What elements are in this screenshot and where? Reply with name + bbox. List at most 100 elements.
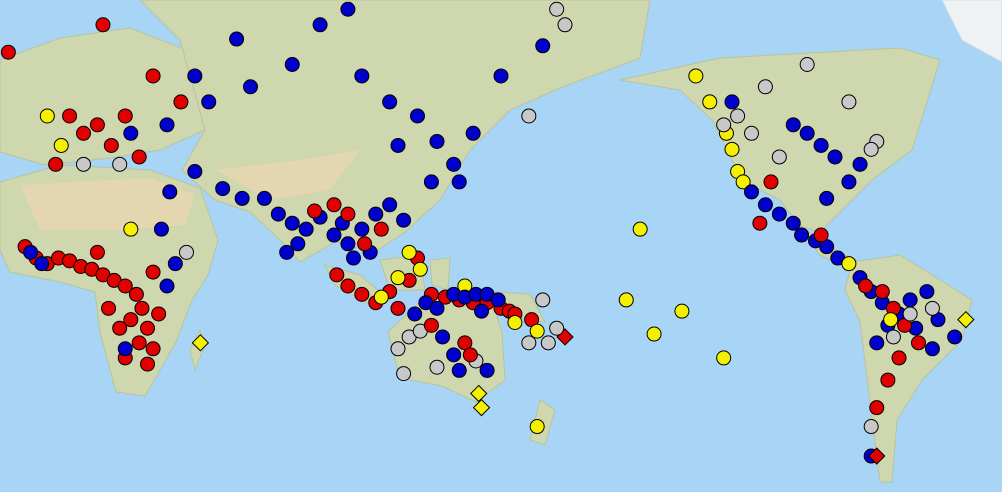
circle-marker[interactable] — [535, 292, 551, 308]
circle-marker[interactable] — [646, 326, 662, 342]
circle-marker[interactable] — [131, 335, 147, 351]
circle-marker[interactable] — [549, 1, 565, 17]
circle-marker[interactable] — [858, 278, 874, 294]
circle-marker[interactable] — [880, 372, 896, 388]
circle-marker[interactable] — [771, 206, 787, 222]
circle-marker[interactable] — [76, 156, 91, 172]
circle-marker[interactable] — [134, 300, 150, 316]
circle-marker[interactable] — [153, 221, 169, 237]
circle-marker[interactable] — [340, 1, 356, 17]
circle-marker[interactable] — [354, 286, 370, 302]
circle-marker[interactable] — [794, 227, 810, 243]
circle-marker[interactable] — [618, 292, 634, 308]
circle-marker[interactable] — [326, 227, 342, 243]
circle-marker[interactable] — [763, 174, 779, 190]
circle-marker[interactable] — [390, 137, 406, 153]
circle-marker[interactable] — [702, 94, 718, 110]
diamond-marker[interactable] — [472, 398, 491, 417]
circle-marker[interactable] — [410, 108, 425, 124]
circle-marker[interactable] — [947, 329, 963, 345]
circle-marker[interactable] — [145, 264, 161, 280]
circle-marker[interactable] — [173, 94, 189, 110]
circle-marker[interactable] — [479, 362, 495, 378]
circle-marker[interactable] — [151, 306, 167, 322]
circle-marker[interactable] — [752, 215, 768, 231]
circle-marker[interactable] — [874, 284, 890, 300]
circle-marker[interactable] — [178, 244, 194, 260]
circle-marker[interactable] — [507, 314, 523, 330]
circle-marker[interactable] — [493, 68, 509, 84]
circle-marker[interactable] — [340, 206, 356, 222]
circle-marker[interactable] — [869, 335, 885, 351]
circle-marker[interactable] — [529, 323, 545, 339]
circle-marker[interactable] — [23, 244, 39, 260]
circle-marker[interactable] — [312, 17, 328, 33]
circle-marker[interactable] — [345, 250, 361, 266]
circle-marker[interactable] — [357, 236, 373, 252]
circle-marker[interactable] — [229, 31, 245, 47]
circle-marker[interactable] — [841, 94, 857, 110]
circle-marker[interactable] — [131, 149, 147, 165]
circle-marker[interactable] — [474, 303, 490, 319]
circle-marker[interactable] — [799, 125, 815, 141]
circle-marker[interactable] — [123, 125, 139, 141]
diamond-marker[interactable] — [868, 447, 886, 465]
circle-marker[interactable] — [429, 300, 445, 316]
circle-marker[interactable] — [140, 320, 156, 336]
circle-marker[interactable] — [757, 79, 773, 95]
circle-marker[interactable] — [885, 329, 901, 345]
circle-marker[interactable] — [827, 149, 843, 165]
circle-marker[interactable] — [290, 236, 306, 252]
circle-marker[interactable] — [924, 341, 940, 357]
circle-marker[interactable] — [112, 156, 128, 172]
circle-marker[interactable] — [401, 244, 417, 260]
circle-marker[interactable] — [735, 174, 751, 190]
circle-marker[interactable] — [423, 317, 439, 333]
circle-marker[interactable] — [34, 256, 50, 272]
circle-marker[interactable] — [716, 117, 732, 133]
circle-marker[interactable] — [145, 68, 161, 84]
circle-marker[interactable] — [187, 68, 203, 84]
circle-marker[interactable] — [234, 190, 250, 206]
circle-marker[interactable] — [39, 108, 55, 124]
circle-marker[interactable] — [256, 190, 272, 206]
circle-marker[interactable] — [911, 335, 926, 351]
circle-marker[interactable] — [368, 206, 384, 222]
circle-marker[interactable] — [446, 347, 462, 363]
circle-marker[interactable] — [557, 17, 573, 33]
circle-marker[interactable] — [128, 286, 144, 302]
circle-marker[interactable] — [117, 108, 133, 124]
circle-marker[interactable] — [819, 190, 835, 206]
circle-marker[interactable] — [529, 419, 545, 435]
circle-marker[interactable] — [785, 117, 801, 133]
circle-marker[interactable] — [813, 137, 829, 153]
circle-marker[interactable] — [390, 341, 406, 357]
circle-marker[interactable] — [382, 94, 398, 110]
circle-marker[interactable] — [279, 244, 295, 260]
circle-marker[interactable] — [48, 156, 64, 172]
circle-marker[interactable] — [340, 236, 356, 252]
circle-marker[interactable] — [674, 303, 690, 319]
circle-marker[interactable] — [373, 289, 389, 305]
circle-marker[interactable] — [462, 347, 478, 363]
circle-marker[interactable] — [123, 312, 139, 328]
circle-marker[interactable] — [95, 17, 111, 33]
circle-marker[interactable] — [159, 278, 175, 294]
circle-marker[interactable] — [863, 141, 879, 157]
circle-marker[interactable] — [451, 362, 467, 378]
circle-marker[interactable] — [215, 181, 231, 197]
circle-marker[interactable] — [924, 300, 940, 316]
circle-marker[interactable] — [490, 292, 506, 308]
circle-marker[interactable] — [89, 117, 105, 133]
diamond-marker[interactable] — [191, 334, 210, 352]
circle-marker[interactable] — [744, 184, 759, 200]
circle-marker[interactable] — [465, 125, 481, 141]
circle-marker[interactable] — [407, 306, 423, 322]
circle-marker[interactable] — [521, 108, 537, 124]
circle-marker[interactable] — [716, 350, 732, 366]
circle-marker[interactable] — [863, 419, 879, 435]
circle-marker[interactable] — [112, 320, 128, 336]
circle-marker[interactable] — [429, 359, 445, 375]
circle-marker[interactable] — [396, 366, 412, 382]
